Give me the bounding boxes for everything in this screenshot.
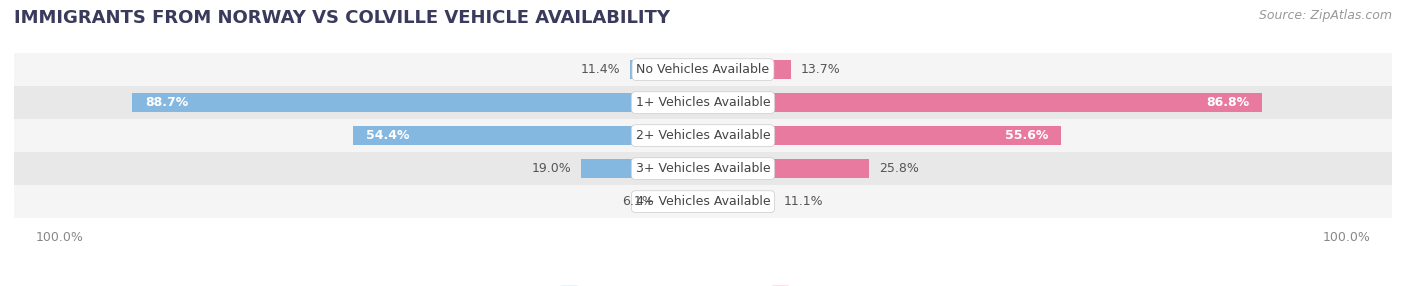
- Bar: [630, 60, 703, 79]
- Bar: [14, 119, 1392, 152]
- Text: 55.6%: 55.6%: [1005, 129, 1047, 142]
- Text: 1+ Vehicles Available: 1+ Vehicles Available: [636, 96, 770, 109]
- Bar: [664, 192, 703, 211]
- Legend: Immigrants from Norway, Colville: Immigrants from Norway, Colville: [555, 280, 851, 286]
- Text: 4+ Vehicles Available: 4+ Vehicles Available: [636, 195, 770, 208]
- Text: 19.0%: 19.0%: [531, 162, 571, 175]
- Text: 25.8%: 25.8%: [879, 162, 918, 175]
- Text: Source: ZipAtlas.com: Source: ZipAtlas.com: [1258, 9, 1392, 21]
- Bar: [581, 159, 703, 178]
- Bar: [14, 185, 1392, 218]
- Text: 11.4%: 11.4%: [581, 63, 620, 76]
- Text: 54.4%: 54.4%: [366, 129, 409, 142]
- Text: 88.7%: 88.7%: [145, 96, 188, 109]
- Bar: [703, 93, 1261, 112]
- Bar: [14, 53, 1392, 86]
- Text: No Vehicles Available: No Vehicles Available: [637, 63, 769, 76]
- Text: IMMIGRANTS FROM NORWAY VS COLVILLE VEHICLE AVAILABILITY: IMMIGRANTS FROM NORWAY VS COLVILLE VEHIC…: [14, 9, 671, 27]
- Bar: [132, 93, 703, 112]
- Bar: [703, 192, 775, 211]
- Bar: [703, 159, 869, 178]
- Bar: [703, 126, 1062, 145]
- Bar: [14, 152, 1392, 185]
- Text: 3+ Vehicles Available: 3+ Vehicles Available: [636, 162, 770, 175]
- Text: 13.7%: 13.7%: [801, 63, 841, 76]
- Text: 11.1%: 11.1%: [785, 195, 824, 208]
- Bar: [14, 86, 1392, 119]
- Text: 86.8%: 86.8%: [1206, 96, 1249, 109]
- Bar: [353, 126, 703, 145]
- Text: 6.1%: 6.1%: [623, 195, 654, 208]
- Text: 2+ Vehicles Available: 2+ Vehicles Available: [636, 129, 770, 142]
- Bar: [703, 60, 792, 79]
